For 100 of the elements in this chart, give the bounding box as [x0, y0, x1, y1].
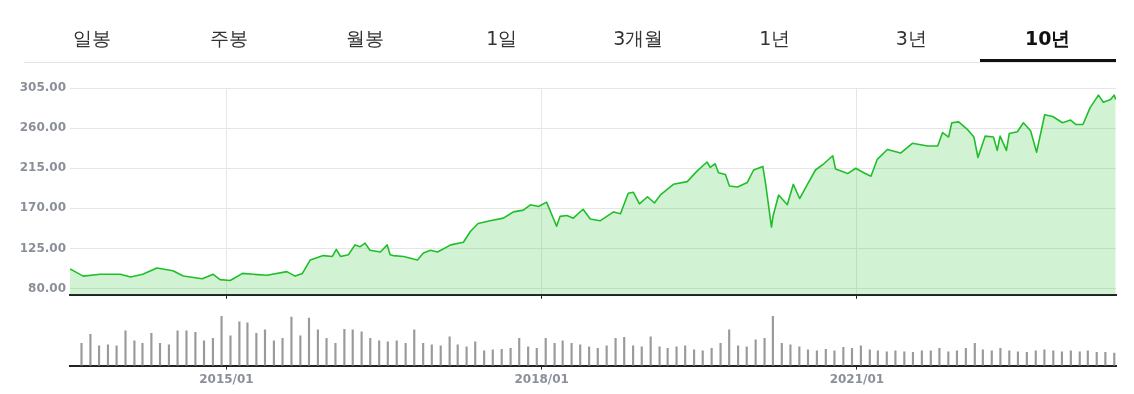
bar [263, 329, 267, 366]
bar [1069, 350, 1072, 366]
bar [386, 341, 389, 366]
bar [439, 345, 442, 366]
bar [456, 344, 459, 366]
bar [544, 337, 547, 366]
y-tick-label: 260.00 [19, 120, 66, 135]
bar [859, 345, 862, 366]
bar [413, 329, 416, 366]
bar [272, 340, 275, 366]
bar [605, 345, 608, 366]
bar [1060, 351, 1064, 366]
bar [246, 322, 249, 366]
bar [202, 340, 206, 366]
bar [780, 342, 783, 366]
bar [1078, 351, 1081, 366]
bar [754, 339, 757, 366]
bar [124, 330, 127, 366]
bar [675, 346, 678, 366]
bar [404, 342, 407, 366]
bar [255, 333, 258, 366]
bar [325, 337, 328, 366]
bar [929, 350, 932, 366]
bar [176, 330, 179, 366]
text: 주봉 [208, 26, 249, 51]
bar [763, 337, 766, 366]
bar [491, 349, 494, 366]
bar [579, 344, 582, 366]
bar [658, 346, 661, 366]
bar [395, 340, 398, 366]
bar [115, 345, 118, 366]
bar [290, 316, 293, 366]
bar [806, 349, 810, 366]
bar [316, 329, 319, 366]
bar [369, 337, 372, 366]
bar [211, 337, 215, 366]
bar [894, 350, 897, 366]
bar [947, 351, 950, 366]
bar [588, 346, 591, 366]
bar [281, 337, 284, 366]
text: 3년 [894, 26, 928, 51]
bar [518, 337, 521, 366]
bar [981, 349, 984, 366]
y-tick-label: 170.00 [19, 200, 66, 215]
bar [133, 340, 136, 366]
x-tick-label: 2015/01 [199, 371, 254, 386]
x-tick-label: 2021/01 [829, 371, 885, 386]
bar [378, 340, 381, 366]
bar [106, 344, 110, 366]
bar [343, 329, 346, 366]
bar [833, 350, 836, 366]
bar [1086, 350, 1089, 366]
bar [632, 345, 635, 366]
bar [614, 337, 617, 366]
y-tick-label: 125.00 [19, 240, 66, 255]
bar [527, 346, 530, 366]
bar [158, 342, 162, 366]
bar [194, 332, 197, 366]
bar [89, 334, 92, 366]
bar [885, 351, 888, 366]
text: 3개월 [612, 26, 665, 51]
bar [1034, 350, 1037, 366]
bar [798, 346, 801, 366]
bar [789, 344, 792, 366]
bar [1043, 349, 1046, 366]
bar [973, 342, 976, 366]
bar [719, 342, 722, 366]
bar [97, 345, 101, 366]
bar [238, 321, 241, 366]
bar [351, 329, 354, 366]
bar [1052, 350, 1055, 366]
y-tick-label: 215.00 [19, 160, 66, 175]
bar [141, 342, 144, 366]
bar [623, 337, 626, 366]
bar [229, 335, 232, 366]
bar [815, 350, 818, 366]
bar [334, 342, 337, 366]
text: 일봉 [72, 26, 113, 51]
bar [701, 350, 704, 366]
bar [422, 342, 425, 366]
bar [728, 329, 731, 366]
bar [842, 346, 845, 366]
bar [474, 341, 477, 366]
bar [684, 345, 687, 366]
bar [737, 345, 740, 366]
bar [483, 350, 486, 366]
bar [693, 349, 696, 366]
bar [167, 344, 171, 366]
bar [307, 317, 311, 366]
bar [920, 350, 923, 366]
bar [868, 349, 871, 366]
y-tick-label: 80.00 [28, 280, 66, 295]
bar [430, 344, 433, 366]
text: 월봉 [345, 26, 386, 51]
bar [570, 342, 573, 366]
bar [640, 346, 643, 366]
x-tick-label: 2018/01 [514, 371, 569, 386]
bar [553, 342, 556, 366]
text: 10년 [979, 16, 1116, 62]
bar [185, 330, 188, 366]
